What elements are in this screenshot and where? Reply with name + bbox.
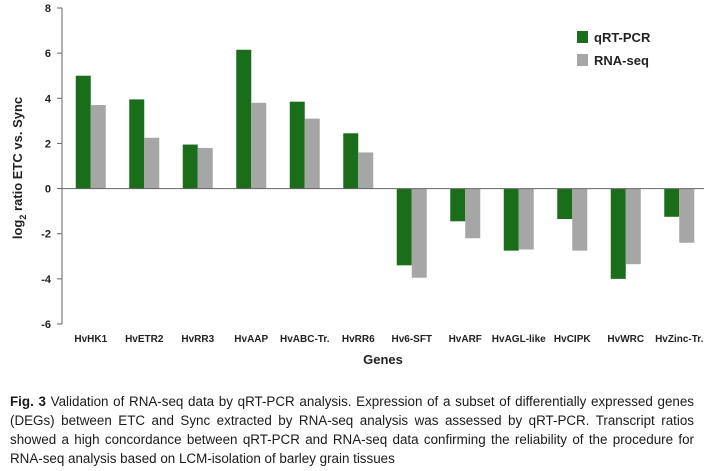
labels-layer: 8 6 4 2 0 -2 -4 -6 HvHK1 HvETR2 HvRR3 HvAAP HvABC-Tr… [10,3,704,367]
legend-swatch-qrt-pcr [577,31,588,43]
x-tick-label-hvhk1: HvHK1 [74,334,107,345]
bar-rna-seq-hvagl-like [518,188,534,250]
y-tick-label--2: -2 [41,229,51,241]
x-axis-title: Genes [363,352,403,367]
bar-qrt-pcr-hvwrc [610,188,626,279]
bar-rna-seq-hvhk1 [90,105,106,189]
bar-rna-seq-hvetr2 [144,137,160,189]
y-tick-label-4: 4 [45,93,52,105]
x-tick-label-hvagl-like: HvAGL-like [492,334,546,345]
y-tick-label-6: 6 [45,48,51,60]
bar-chart: 8 6 4 2 0 -2 -4 -6 HvHK1 HvETR2 HvRR3 HvAAP HvABC-Tr… [10,3,704,367]
bar-rna-seq-hvcipk [572,188,588,251]
figure-caption: Fig. 3 Validation of RNA-seq data by qRT… [10,392,694,468]
bar-qrt-pcr-hvcipk [557,188,573,220]
x-tick-label-hvaap: HvAAP [234,334,268,345]
bar-rna-seq-hvaap [251,102,267,189]
bar-rna-seq-hvwrc [625,188,641,265]
bar-qrt-pcr-hvrr6 [343,133,359,189]
bar-qrt-pcr-hvhk1 [75,75,91,189]
x-tick-label-hv6-sft: Hv6-SFT [391,334,432,345]
bar-rna-seq-hvabc-tr- [304,118,320,189]
bars-layer [75,49,695,279]
x-tick-label-hvrr3: HvRR3 [181,334,214,345]
bar-qrt-pcr-hvzinc-tr- [664,188,680,217]
caption-label: Fig. 3 [10,394,46,409]
x-tick-label-hvcipk: HvCIPK [554,334,591,345]
legend-swatch-rna-seq [577,54,588,66]
bar-rna-seq-hvzinc-tr- [679,188,695,243]
bar-rna-seq-hvrr3 [197,147,213,189]
y-tick-label-0: 0 [45,184,51,196]
x-tick-label-hvabc-tr-: HvABC-Tr. [280,334,330,345]
legend-label-rna-seq: RNA-seq [594,53,649,68]
x-tick-label-hvrr6: HvRR6 [342,334,375,345]
legend-label-qrt-pcr: qRT-PCR [594,30,651,45]
x-tick-label-hvetr2: HvETR2 [125,334,164,345]
caption-text: Validation of RNA-seq data by qRT-PCR an… [10,394,694,466]
y-tick-label--6: -6 [41,319,51,331]
legend: qRT-PCR RNA-seq [577,30,651,68]
bar-qrt-pcr-hvagl-like [503,188,519,251]
y-axis-title: log2 ratio ETC vs. Sync [10,97,28,239]
bar-qrt-pcr-hvrr3 [182,144,198,189]
axes-layer [57,7,704,325]
bar-qrt-pcr-hvetr2 [129,99,145,189]
bar-qrt-pcr-hvarf [450,188,466,222]
y-tick-label-2: 2 [45,138,51,150]
bar-rna-seq-hv6-sft [411,188,427,278]
bar-qrt-pcr-hvabc-tr- [289,101,305,189]
x-tick-label-hvwrc: HvWRC [607,334,644,345]
bar-rna-seq-hvarf [465,188,481,239]
y-tick-label-8: 8 [45,3,51,15]
bar-qrt-pcr-hv6-sft [396,188,412,266]
x-tick-label-hvzinc-tr-: HvZinc-Tr. [655,334,704,345]
bar-rna-seq-hvrr6 [358,152,374,189]
x-tick-label-hvarf: HvARF [449,334,482,345]
bar-qrt-pcr-hvaap [236,49,252,189]
y-tick-label--4: -4 [41,274,52,286]
